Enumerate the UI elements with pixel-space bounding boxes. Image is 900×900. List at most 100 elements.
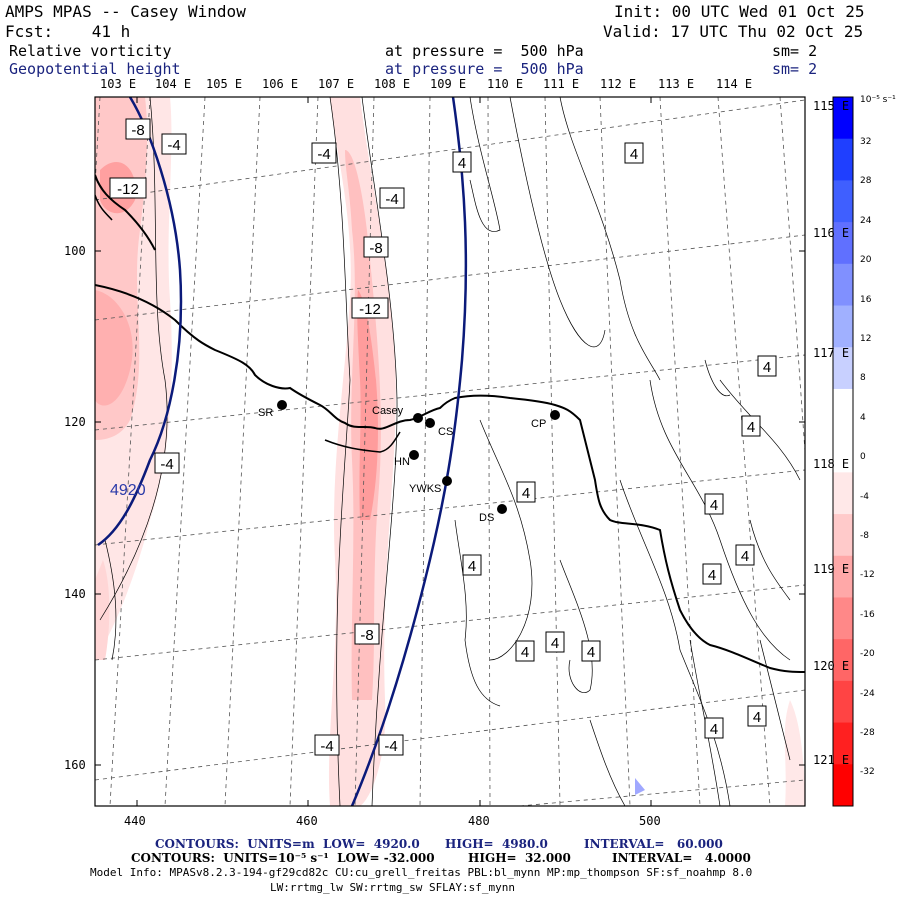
lon-label: 115 E <box>813 99 850 113</box>
lon-label: 112 E <box>600 77 637 91</box>
colorbar-swatch <box>833 514 853 557</box>
field2-name: Geopotential height <box>9 60 181 78</box>
colorbar-label: 16 <box>860 294 872 305</box>
colorbar-swatch <box>833 472 853 515</box>
contour-label-box: 4 <box>545 631 565 653</box>
field1-level: at pressure = 500 hPa <box>385 42 584 60</box>
contour-label: 4 <box>741 548 749 565</box>
contour-label-box: -4 <box>378 734 404 756</box>
colorbar-label: -12 <box>860 570 875 581</box>
lon-label: 107 E <box>318 77 355 91</box>
colorbar-label: -24 <box>860 688 875 699</box>
colorbar-swatch <box>833 722 853 765</box>
lon-label: 104 E <box>155 77 192 91</box>
footer-height-interval: INTERVAL= 60.000 <box>584 837 723 851</box>
colorbar-label: -4 <box>860 491 869 502</box>
station-casey-marker[interactable] <box>413 413 423 423</box>
lon-label: 103 E <box>100 77 137 91</box>
x-tick-label: 500 <box>639 814 661 828</box>
contour-label-box: 4 <box>704 717 724 739</box>
colorbar-label: -8 <box>860 531 869 541</box>
contour-label: -4 <box>385 191 398 208</box>
station-label: CS <box>438 426 453 438</box>
station-label: SR <box>258 407 273 419</box>
contour-label: -4 <box>167 137 180 154</box>
forecast-hour: Fcst: 41 h <box>5 22 131 41</box>
contour-label: -4 <box>320 738 333 755</box>
colorbar-label: 0 <box>860 452 866 463</box>
lon-label: 116 E <box>813 226 850 240</box>
x-tick-label: 480 <box>468 814 490 828</box>
colorbar-label: 4 <box>860 412 866 423</box>
contour-label-box: 4 <box>452 151 472 173</box>
contour-label: 4 <box>521 644 529 661</box>
lon-label: 114 E <box>716 77 753 91</box>
station-sr-marker[interactable] <box>277 400 287 410</box>
footer-height-high: HIGH= 4980.0 <box>445 837 548 851</box>
station-ywks-marker[interactable] <box>442 476 452 486</box>
contour-label: 4 <box>551 635 559 652</box>
station-hn-marker[interactable] <box>409 450 419 460</box>
station-cs-marker[interactable] <box>425 418 435 428</box>
footer-vort-high: HIGH= 32.000 <box>468 851 571 865</box>
footer-vort-interval: INTERVAL= 4.0000 <box>612 851 751 865</box>
contour-label-box: 4 <box>747 705 767 727</box>
contour-label-box: -4 <box>161 133 187 155</box>
colorbar-swatch <box>833 430 853 473</box>
contour-label: -8 <box>131 122 144 139</box>
station-label: YWKS <box>409 483 441 495</box>
contour-label: 4 <box>710 497 718 514</box>
colorbar-label: -16 <box>860 609 875 620</box>
contour-label-box: -4 <box>311 142 337 164</box>
colorbar-label: 24 <box>860 215 872 226</box>
field1-smoothing: sm= 2 <box>772 42 818 60</box>
station-markers <box>277 400 560 514</box>
contour-label-box: -12 <box>109 177 147 199</box>
lon-label: 118 E <box>813 457 850 471</box>
colorbar-swatch <box>833 639 853 682</box>
colorbar-label: 28 <box>860 176 872 187</box>
contour-label-box: 4 <box>757 355 777 377</box>
y-tick-label: 140 <box>64 587 86 601</box>
colorbar-swatch <box>833 180 853 223</box>
colorbar-swatch <box>833 347 853 390</box>
contour-label: -4 <box>160 456 173 473</box>
contour-label: 4 <box>468 558 476 575</box>
contour-label: -8 <box>360 627 373 644</box>
colorbar-label: -20 <box>860 649 875 660</box>
colorbar-swatch <box>833 597 853 640</box>
contour-label-box: -8 <box>125 118 151 140</box>
lon-label: 113 E <box>658 77 695 91</box>
field1-name: Relative vorticity <box>9 42 172 60</box>
y-tick-label: 120 <box>64 415 86 429</box>
colorbar-swatch <box>833 263 853 307</box>
field2-smoothing: sm= 2 <box>772 60 818 78</box>
contour-label-box: -12 <box>351 297 389 319</box>
lon-label: 106 E <box>262 77 299 91</box>
colorbar-label: 8 <box>860 373 866 384</box>
colorbar-swatch <box>833 305 853 348</box>
x-tick-label: 460 <box>296 814 318 828</box>
contour-label: -12 <box>117 181 139 198</box>
contour-label-box: 4 <box>462 554 482 576</box>
colorbar-label: -32 <box>860 767 875 778</box>
colorbar-label: 32 <box>860 137 872 147</box>
x-tick-label: 440 <box>124 814 146 828</box>
station-label: DS <box>479 512 494 524</box>
map-title: AMPS MPAS -- Casey Window <box>5 2 246 21</box>
contour-label-box: 4 <box>741 415 761 437</box>
station-label: HN <box>394 456 410 468</box>
contour-label-box: -8 <box>363 236 389 258</box>
contour-label-box: 4 <box>581 640 601 662</box>
field2-level: at pressure = 500 hPa <box>385 60 584 78</box>
contour-label-box: 4 <box>704 493 724 515</box>
colorbar-swatch <box>833 764 853 807</box>
station-ds-marker[interactable] <box>497 504 507 514</box>
contour-label-box: 4 <box>624 142 644 164</box>
contour-label-box: -4 <box>314 734 340 756</box>
colorbar-label: 20 <box>860 255 872 266</box>
colorbar-label: 12 <box>860 334 872 344</box>
lon-label: 119 E <box>813 562 850 576</box>
station-cp-marker[interactable] <box>550 410 560 420</box>
lon-label: 117 E <box>813 346 850 360</box>
